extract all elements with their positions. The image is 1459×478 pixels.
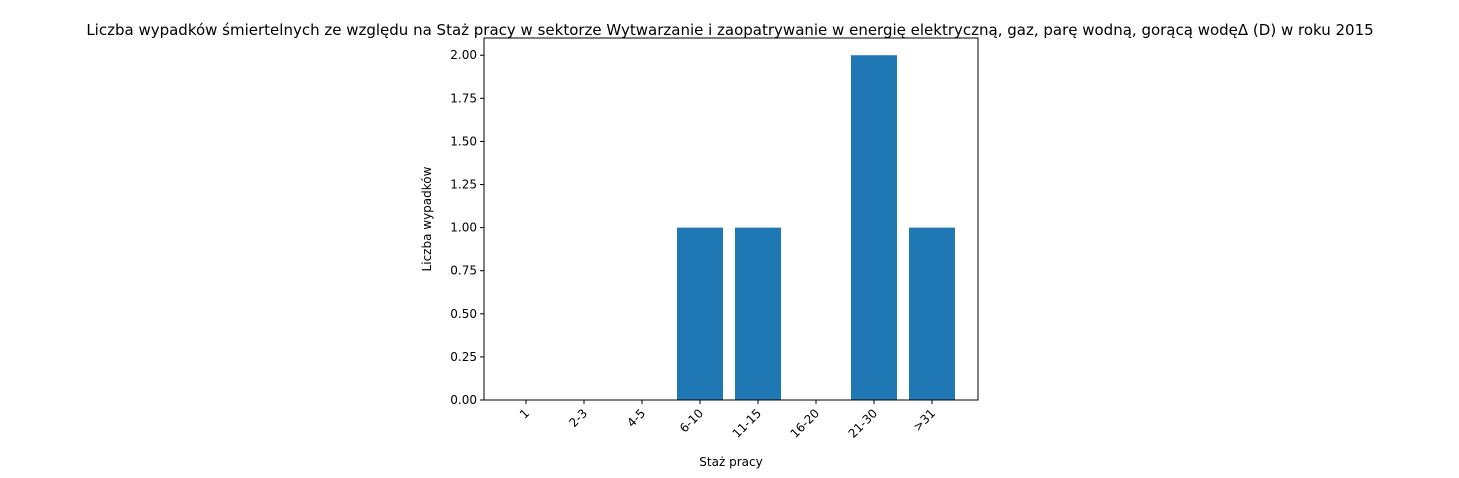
- x-axis-label: Staż pracy: [699, 455, 762, 469]
- bar-6-10: [677, 227, 723, 400]
- x-tick-label: 11-15: [730, 406, 765, 441]
- y-axis-label: Liczba wypadków: [420, 166, 434, 271]
- y-tick-label: 1.00: [450, 221, 477, 235]
- bar-11-15: [735, 227, 781, 400]
- y-tick-label: 1.25: [450, 178, 477, 192]
- plot-frame: [483, 37, 979, 401]
- y-tick-label: 0.75: [450, 264, 477, 278]
- y-tick-label: 1.75: [450, 91, 477, 105]
- chart-title: Liczba wypadków śmiertelnych ze względu …: [86, 21, 1373, 39]
- y-tick-label: 0.00: [450, 393, 477, 407]
- x-tick-label: 6-10: [677, 406, 706, 435]
- x-tick-label: 16-20: [788, 406, 823, 441]
- y-tick-label: 1.50: [450, 134, 477, 148]
- y-tick-label: 0.50: [450, 307, 477, 321]
- x-tick-label: 2-3: [566, 406, 590, 430]
- x-tick-label: >31: [910, 406, 938, 434]
- y-axis: 0.00 0.25 0.50 0.75 1.00 1.25 1.50 1.75 2.00: [450, 48, 484, 407]
- x-tick-label: 21-30: [846, 406, 881, 441]
- x-tick-label: 1: [517, 406, 532, 421]
- y-tick-label: 0.25: [450, 350, 477, 364]
- bar-21-30: [851, 55, 897, 400]
- y-tick-label: 2.00: [450, 48, 477, 62]
- bars-group: [677, 55, 955, 400]
- x-axis: 1 2-3 4-5 6-10 11-15 16-20 21-30 >31: [517, 400, 938, 441]
- x-tick-label: 4-5: [624, 406, 648, 430]
- bar->31: [909, 227, 955, 400]
